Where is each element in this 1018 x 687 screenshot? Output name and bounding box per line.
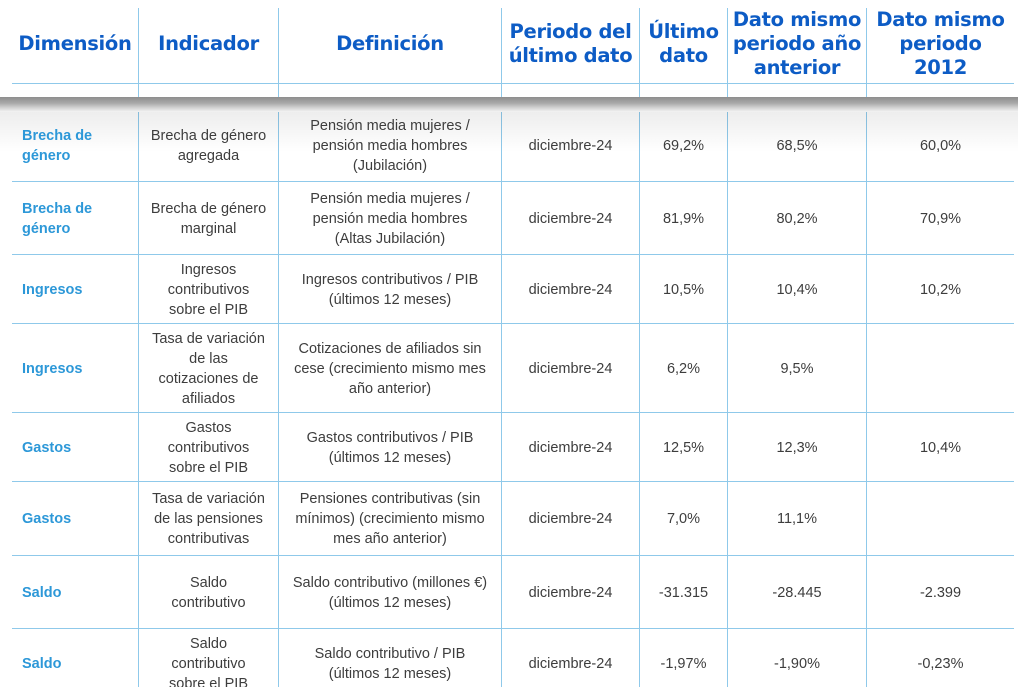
cell-2012: 60,0% <box>919 138 962 154</box>
cell-definition: Ingresos contributivos / PIB (últimos 12… <box>301 271 479 308</box>
col-separator <box>138 8 139 687</box>
row-divider <box>12 181 1014 182</box>
cell-last-value: 7,0% <box>666 511 701 527</box>
cell-2012: 10,4% <box>919 439 962 456</box>
col-separator <box>866 8 867 687</box>
cell-definition: Saldo contributivo (millones €) (últimos… <box>292 574 488 611</box>
row-divider <box>12 628 1014 629</box>
cell-indicator: Brecha de género agregada <box>150 128 267 164</box>
cell-indicator: Saldo contributivo <box>171 574 246 611</box>
scroll-shadow-band <box>0 97 1018 112</box>
cell-previous-year: 68,5% <box>776 138 818 154</box>
scroll-shadow-fade <box>0 112 1018 152</box>
cell-indicator: Brecha de género marginal <box>150 200 267 237</box>
cell-last-value: 81,9% <box>662 210 705 227</box>
cell-indicator: Saldo contributivo sobre el PIB <box>169 636 248 687</box>
cell-2012: 70,9% <box>919 210 962 227</box>
cell-previous-year: 11,1% <box>776 511 818 527</box>
cell-period: diciembre-24 <box>528 281 613 298</box>
cell-dimension: Brecha de género <box>22 200 93 237</box>
cell-dimension: Ingresos <box>22 281 83 298</box>
cell-definition: Cotizaciones de afiliados sin cese (crec… <box>294 340 486 397</box>
cell-period: diciembre-24 <box>528 360 613 377</box>
cell-indicator: Tasa de variación de las pensiones contr… <box>152 491 265 547</box>
table-header: Dimensión Indicador Definición Periodo d… <box>0 0 1018 84</box>
cell-indicator: Tasa de variación de las cotizaciones de… <box>152 330 265 407</box>
table-row: Ingresos Ingresos contributivos sobre el… <box>0 255 1018 324</box>
cell-dimension: Gastos <box>22 511 72 527</box>
row-divider <box>12 481 1014 482</box>
cell-dimension: Saldo <box>22 656 62 672</box>
header-period: Periodo del último dato <box>508 20 633 67</box>
cell-dimension: Saldo <box>22 584 62 601</box>
cell-2012 <box>867 482 1014 556</box>
cell-period: diciembre-24 <box>528 210 613 227</box>
table-row: Gastos Gastos contributivos sobre el PIB… <box>0 413 1018 482</box>
table-row: Brecha de género Brecha de género agrega… <box>0 110 1018 182</box>
cell-last-value: -31.315 <box>658 584 709 601</box>
cell-period: diciembre-24 <box>528 511 613 527</box>
cell-period: diciembre-24 <box>528 138 613 154</box>
table-row: Saldo Saldo contributivo Saldo contribut… <box>0 556 1018 629</box>
header-indicator: Indicador <box>158 32 259 55</box>
cell-period: diciembre-24 <box>528 656 613 672</box>
cell-dimension: Gastos <box>22 439 72 456</box>
header-last-value: Último dato <box>648 20 719 67</box>
cell-previous-year: -28.445 <box>772 584 822 601</box>
cell-definition: Pensiones contributivas (sin mínimos) (c… <box>295 491 485 547</box>
col-separator <box>639 8 640 687</box>
col-separator <box>727 8 728 687</box>
cell-indicator: Ingresos contributivos sobre el PIB <box>167 261 250 318</box>
cell-previous-year: 80,2% <box>776 210 818 227</box>
cell-previous-year: 10,4% <box>776 281 818 298</box>
table-row: Brecha de género Brecha de género margin… <box>0 182 1018 255</box>
table-row: Saldo Saldo contributivo sobre el PIB Sa… <box>0 629 1018 687</box>
col-separator <box>501 8 502 687</box>
row-divider <box>12 254 1014 255</box>
header-dimension: Dimensión <box>18 32 132 55</box>
cell-period: diciembre-24 <box>528 439 613 456</box>
cell-last-value: 69,2% <box>662 138 705 154</box>
table-row: Ingresos Tasa de variación de las cotiza… <box>0 324 1018 413</box>
header-divider <box>12 83 1014 84</box>
cell-previous-year: 9,5% <box>780 360 814 377</box>
cell-last-value: 6,2% <box>666 360 701 377</box>
cell-2012 <box>867 324 1014 413</box>
row-divider <box>12 555 1014 556</box>
cell-definition: Pensión media mujeres / pensión media ho… <box>310 118 470 174</box>
header-2012: Dato mismo periodo 2012 <box>876 8 1005 79</box>
header-previous-year: Dato mismo periodo año anterior <box>732 8 862 79</box>
cell-last-value: 10,5% <box>662 281 705 298</box>
row-divider <box>12 412 1014 413</box>
cell-2012: -0,23% <box>917 656 964 672</box>
cell-previous-year: -1,90% <box>774 656 820 672</box>
cell-2012: -2.399 <box>919 584 962 601</box>
cell-2012: 10,2% <box>919 281 962 298</box>
cell-last-value: 12,5% <box>662 439 705 456</box>
cell-definition: Gastos contributivos / PIB (últimos 12 m… <box>306 429 474 466</box>
col-separator <box>278 8 279 687</box>
cell-period: diciembre-24 <box>528 584 613 601</box>
table-row: Gastos Tasa de variación de las pensione… <box>0 482 1018 556</box>
cell-indicator: Gastos contributivos sobre el PIB <box>167 419 250 476</box>
row-divider <box>12 323 1014 324</box>
header-definition: Definición <box>336 32 444 55</box>
cell-dimension: Ingresos <box>22 360 83 377</box>
cell-dimension: Brecha de género <box>22 128 93 164</box>
cell-last-value: -1,97% <box>660 656 707 672</box>
cell-definition: Pensión media mujeres / pensión media ho… <box>310 190 470 247</box>
cell-definition: Saldo contributivo / PIB (últimos 12 mes… <box>314 646 466 682</box>
cell-previous-year: 12,3% <box>776 439 818 456</box>
